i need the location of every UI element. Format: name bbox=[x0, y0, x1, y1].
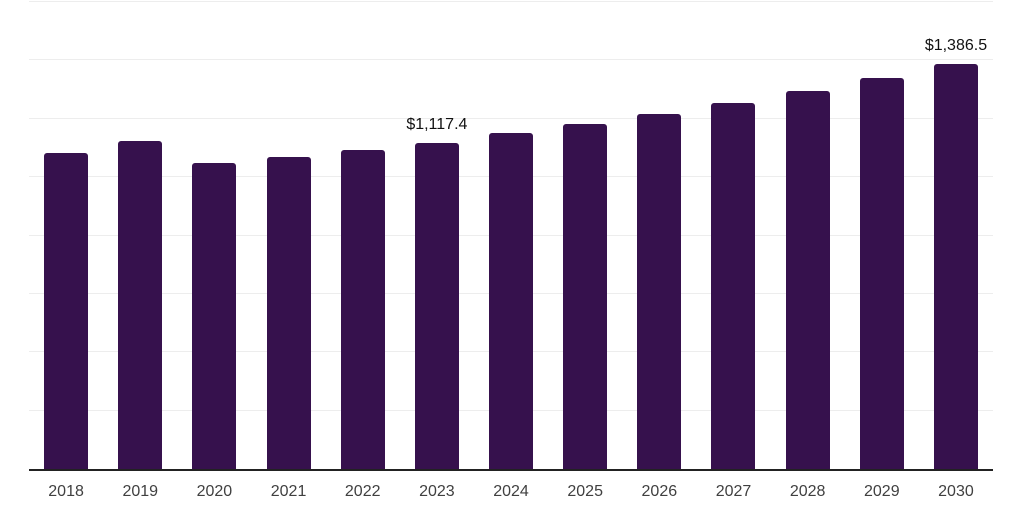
x-tick-2022: 2022 bbox=[344, 483, 381, 500]
bar-2024 bbox=[489, 133, 534, 469]
x-tick-2025: 2025 bbox=[567, 483, 603, 500]
bar-slot-2023: $1,117.4 bbox=[400, 2, 474, 469]
bar-slot-2024 bbox=[474, 2, 548, 469]
x-tick-2024: 2024 bbox=[493, 483, 529, 500]
bar-slot-2021 bbox=[251, 2, 325, 469]
gridline bbox=[29, 1, 993, 2]
x-tick-2029: 2029 bbox=[864, 483, 900, 500]
bar-2027 bbox=[711, 103, 756, 469]
x-tick-2021: 2021 bbox=[270, 483, 307, 500]
bar-slot-2018 bbox=[29, 2, 103, 469]
bar-slot-2028 bbox=[771, 2, 845, 469]
bar-slot-2020 bbox=[177, 2, 251, 469]
x-axis-labels: 2018 2019 2020 2021 2022 2023 2024 2025 2026 2027… bbox=[29, 483, 993, 501]
bar-slot-2030: $1,386.5 bbox=[919, 2, 993, 469]
gridline bbox=[29, 59, 993, 61]
bar-2030 bbox=[933, 64, 978, 469]
bar-slot-2029 bbox=[845, 2, 919, 469]
bar-2018 bbox=[44, 152, 89, 469]
bar-slot-2025 bbox=[548, 2, 622, 469]
bar-slot-2019 bbox=[103, 2, 177, 469]
bar-2020 bbox=[192, 163, 237, 469]
plot-area: $1,117.4 $1,386.5 bbox=[29, 1, 993, 471]
bar-2029 bbox=[859, 77, 904, 469]
x-tick-2026: 2026 bbox=[641, 483, 678, 500]
bar-2019 bbox=[118, 141, 163, 469]
x-tick-2030: 2030 bbox=[938, 483, 974, 500]
bar-2021 bbox=[266, 157, 311, 469]
bar-2028 bbox=[785, 91, 830, 469]
x-tick-2020: 2020 bbox=[196, 483, 233, 500]
x-tick-2019: 2019 bbox=[122, 483, 159, 500]
bar-2023 bbox=[414, 142, 459, 469]
x-tick-2027: 2027 bbox=[715, 483, 752, 500]
bar-2026 bbox=[637, 114, 682, 469]
x-tick-2028: 2028 bbox=[789, 483, 826, 500]
bar-slot-2022 bbox=[326, 2, 400, 469]
bar-series: $1,117.4 $1,386.5 bbox=[29, 2, 993, 469]
bar-2022 bbox=[340, 149, 385, 469]
x-tick-2018: 2018 bbox=[48, 483, 84, 500]
bar-slot-2026 bbox=[622, 2, 696, 469]
bar-slot-2027 bbox=[696, 2, 770, 469]
x-tick-2023: 2023 bbox=[419, 483, 455, 500]
bar-2025 bbox=[563, 124, 608, 469]
gridline bbox=[29, 117, 993, 119]
value-label-2023: $1,117.4 bbox=[406, 115, 468, 133]
value-label-2030: $1,386.5 bbox=[924, 37, 988, 55]
